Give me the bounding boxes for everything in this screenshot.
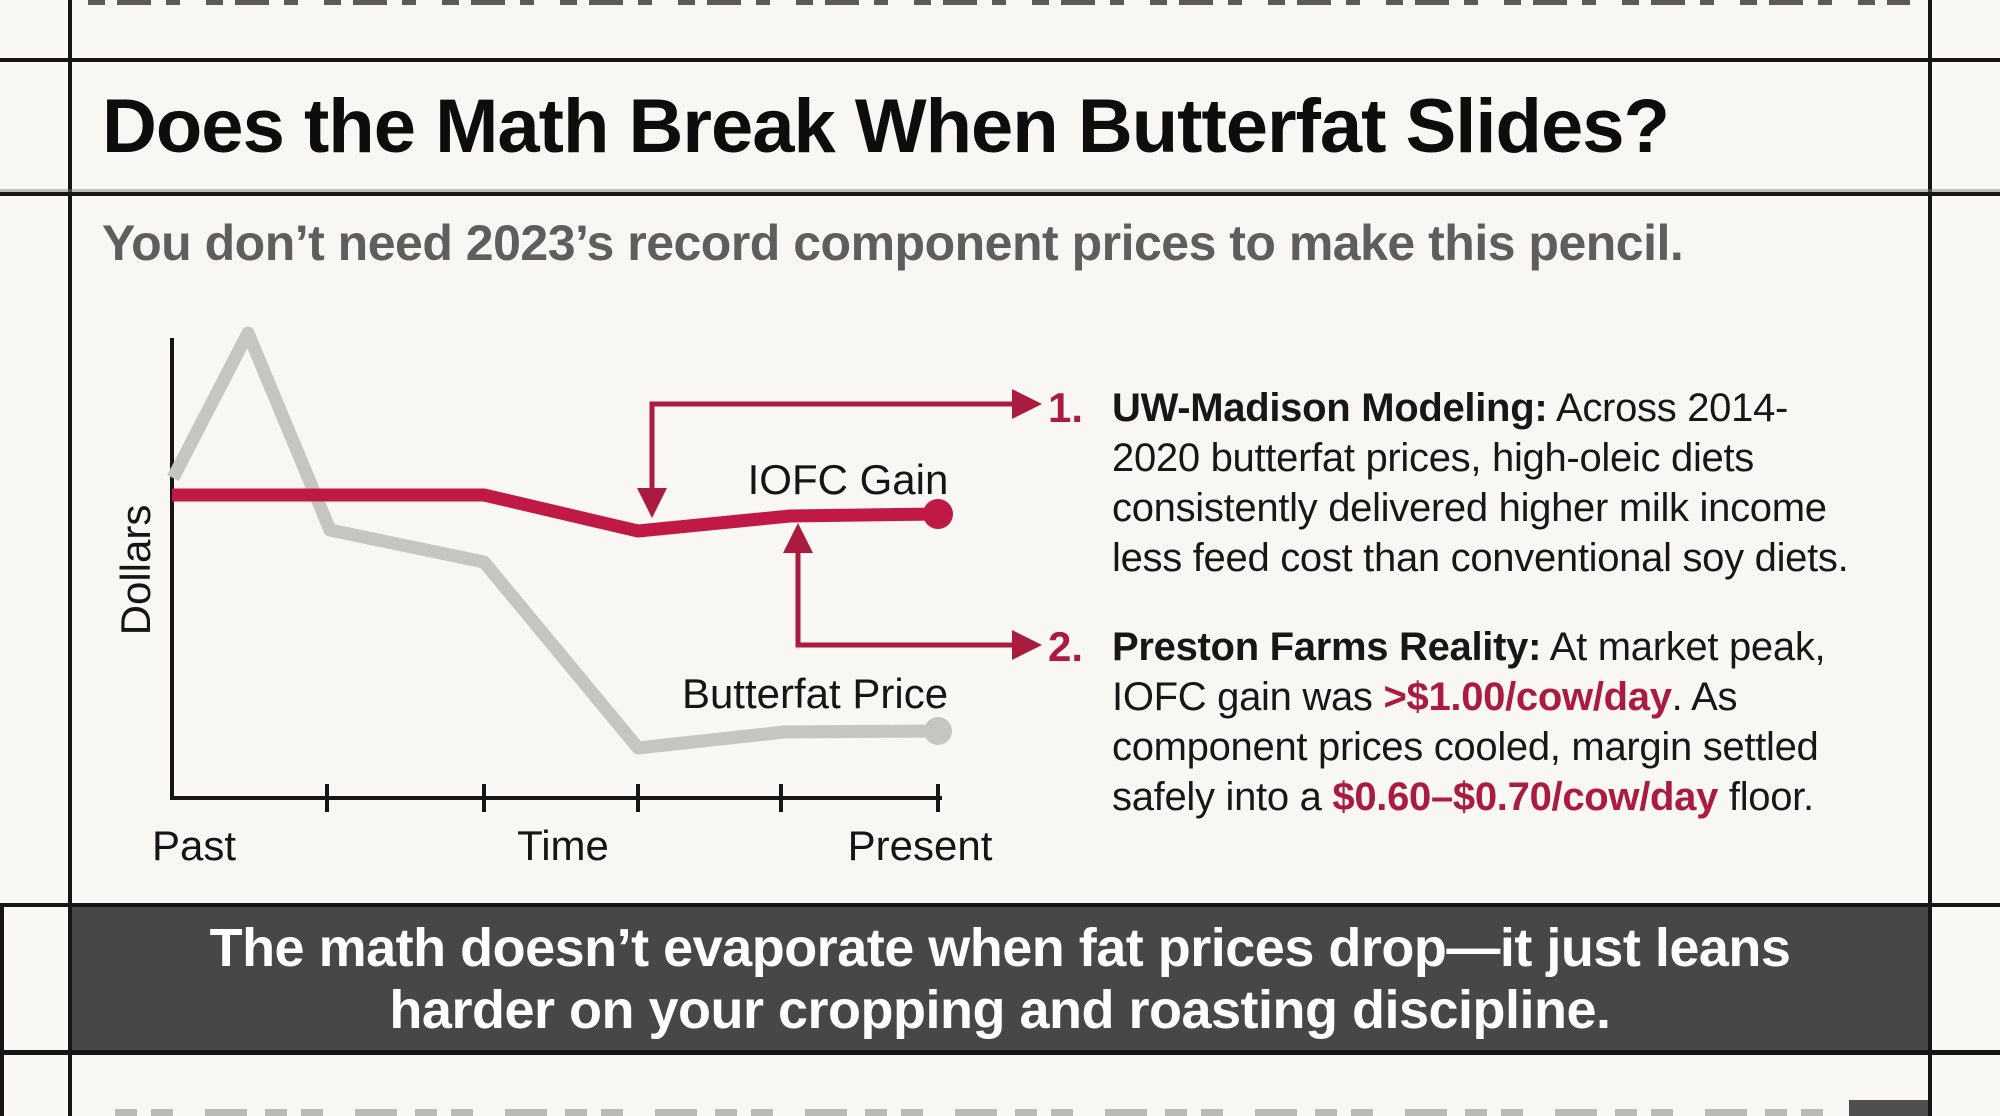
frame-hline-top (0, 58, 2000, 62)
annotation-line: component prices cooled, margin settled (1112, 725, 1819, 769)
annotation-line: consistently delivered higher milk incom… (1112, 486, 1827, 530)
x-axis-ticks (325, 784, 940, 812)
right-arrowhead-icon (1012, 389, 1042, 419)
frame-vline-right (1928, 0, 1932, 1116)
annotation-line: 2020 butterfat prices, high-oleic diets (1112, 436, 1755, 480)
frame-vline-left (68, 0, 72, 1116)
footer-banner: The math doesn’t evaporate when fat pric… (72, 907, 1928, 1050)
bottom-right-cropped-block (1849, 1100, 1929, 1116)
annotation-line: Preston Farms Reality: At market peak, (1112, 625, 1826, 669)
y-axis-label: Dollars (112, 505, 159, 636)
footer-banner-line-2: harder on your cropping and roasting dis… (389, 979, 1611, 1040)
butterfat-price-line (167, 326, 939, 755)
x-axis-label-time: Time (517, 822, 609, 869)
right-arrowhead-icon (1012, 630, 1042, 660)
frame-hline-banner-bottom (0, 1050, 2000, 1055)
callout-arrow-2 (783, 523, 1042, 660)
down-arrowhead-icon (637, 488, 667, 518)
annotation-line: IOFC gain was >$1.00/cow/day. As (1112, 675, 1738, 719)
annotation-line: less feed cost than conventional soy die… (1112, 536, 1849, 580)
butterfat-price-label: Butterfat Price (682, 670, 948, 717)
frame-hline-under-title (0, 192, 2000, 196)
callout-arrow-1 (637, 389, 1042, 518)
frame-hline-banner-top (0, 903, 2000, 907)
iofc-end-dot (923, 499, 953, 529)
page-title: Does the Math Break When Butterfat Slide… (102, 84, 1670, 169)
top-cropped-text-strip (88, 0, 1910, 5)
bottom-cropped-text-strip (115, 1109, 1845, 1116)
footer-banner-line-1: The math doesn’t evaporate when fat pric… (209, 917, 1791, 978)
iofc-gain-label: IOFC Gain (748, 456, 949, 503)
annotation-number-2: 2. (1048, 623, 1084, 670)
annotation-text-1: UW-Madison Modeling: Across 2014- 2020 bu… (1112, 383, 1922, 583)
annotation-line: safely into a $0.60–$0.70/cow/day floor. (1112, 775, 1814, 819)
iofc-butterfat-chart: Dollars Past Time Present IOFC Gain Butt… (112, 326, 1042, 869)
iofc-gain-line (172, 488, 939, 538)
annotation-number-1: 1. (1048, 384, 1084, 431)
x-axis-label-present: Present (848, 822, 993, 869)
page-subtitle: You don’t need 2023’s record component p… (102, 215, 1684, 271)
frame-left-edge-line (0, 905, 4, 1116)
x-axis-label-past: Past (152, 822, 236, 869)
up-arrowhead-icon (783, 523, 813, 553)
butterfat-end-dot (924, 717, 952, 745)
annotation-text-2: Preston Farms Reality: At market peak, IO… (1112, 622, 1922, 822)
annotation-line: UW-Madison Modeling: Across 2014- (1112, 386, 1789, 430)
